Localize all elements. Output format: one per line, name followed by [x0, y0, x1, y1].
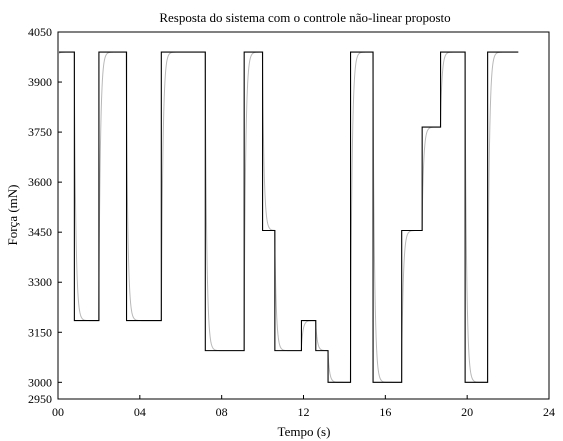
- series-line-setpoint: [59, 51, 519, 383]
- y-tick-label: 3600: [28, 175, 52, 189]
- y-tick-label: 2950: [28, 392, 52, 406]
- y-tick-label: 4050: [28, 25, 52, 39]
- chart-title: Resposta do sistema com o controle não-l…: [159, 10, 450, 25]
- y-tick-label: 3000: [28, 375, 52, 389]
- y-tick-label: 3150: [28, 325, 52, 339]
- plot-frame: [57, 31, 550, 400]
- y-tick-label: 3450: [28, 225, 52, 239]
- x-tick-label: 04: [134, 405, 146, 419]
- x-axis: 00 04 08 12 16 20 24: [52, 395, 555, 419]
- y-tick-label: 3750: [28, 125, 52, 139]
- x-tick-label: 24: [543, 405, 555, 419]
- y-axis-label: Força (mN): [5, 184, 20, 245]
- series-line-response: [58, 51, 519, 383]
- y-axis: 2950 3000 3150 3300 3450 3600 3750 3900 4050: [28, 25, 62, 406]
- y-tick-label: 3300: [28, 275, 52, 289]
- x-tick-label: 20: [461, 405, 473, 419]
- series-layer: [58, 51, 519, 383]
- x-tick-label: 16: [379, 405, 391, 419]
- plot-area: [57, 31, 550, 400]
- x-axis-label: Tempo (s): [278, 424, 331, 439]
- x-tick-label: 00: [52, 405, 64, 419]
- x-tick-label: 08: [216, 405, 228, 419]
- y-tick-label: 3900: [28, 75, 52, 89]
- x-tick-label: 12: [298, 405, 310, 419]
